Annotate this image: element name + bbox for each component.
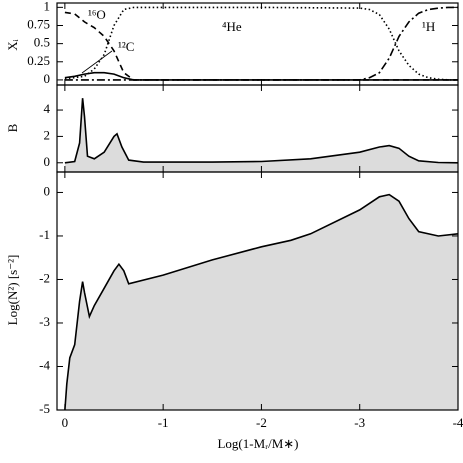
annotation-arrow [81, 50, 113, 74]
area-fill [64, 98, 459, 172]
y-axis-label: Log(N²) [s⁻²] [5, 255, 20, 326]
y-tick-label: 0 [44, 71, 51, 86]
y-tick-label: 0.25 [27, 53, 50, 68]
y-axis-label: B [5, 123, 20, 132]
x-tick-label: -2 [256, 415, 267, 430]
y-tick-label: -2 [39, 270, 50, 285]
x-tick-label: -3 [354, 415, 365, 430]
y-tick-label: -1 [39, 227, 50, 242]
y-tick-label: 4 [44, 101, 51, 116]
y-tick-label: -5 [39, 401, 50, 416]
series-label: ⁴He [222, 19, 242, 34]
y-axis-label: Xᵢ [5, 38, 20, 50]
x-tick-label: -4 [453, 415, 463, 430]
y-tick-label: 0.75 [27, 16, 50, 31]
x-tick-label: 0 [62, 415, 69, 430]
y-tick-label: 0.5 [34, 35, 50, 50]
y-tick-label: -3 [39, 314, 50, 329]
x-axis-label: Log(1-Mᵣ/M∗) [217, 436, 298, 451]
x-tick-label: -1 [158, 415, 169, 430]
series-label: ¹²C [118, 39, 134, 54]
series-label: ¹H [422, 19, 435, 34]
series-line [64, 193, 459, 411]
area-fill [64, 194, 459, 410]
y-tick-label: 2 [44, 127, 51, 142]
y-tick-label: 1 [44, 0, 51, 13]
y-tick-label: 0 [44, 183, 51, 198]
series-line [64, 98, 459, 164]
y-tick-label: 0 [44, 154, 51, 169]
panel-frame [56, 171, 459, 411]
series-label: ¹⁶O [88, 7, 106, 22]
series-line [64, 71, 458, 81]
y-tick-label: -4 [39, 357, 50, 372]
